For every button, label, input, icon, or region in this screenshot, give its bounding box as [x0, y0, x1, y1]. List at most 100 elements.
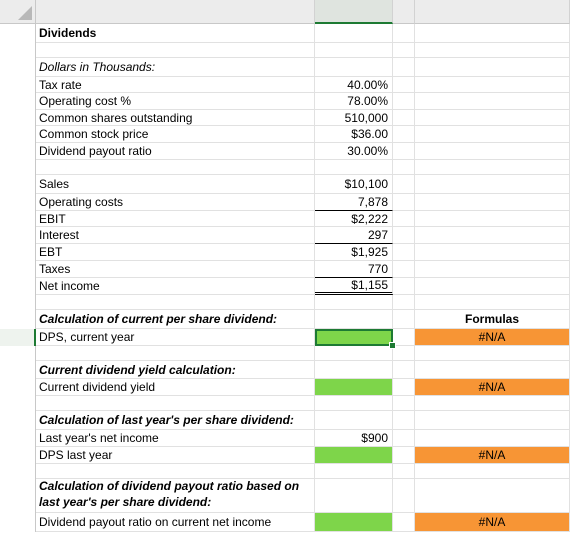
fill-handle[interactable]	[389, 342, 396, 349]
cell-a17[interactable]	[36, 295, 315, 310]
cell-c4[interactable]	[393, 77, 415, 93]
row-header-27[interactable]	[0, 464, 36, 479]
cell-b24[interactable]	[315, 411, 393, 430]
cell-a22[interactable]: Current dividend yield	[36, 379, 315, 396]
cell-c17[interactable]	[393, 295, 415, 310]
row-header-18[interactable]	[0, 310, 36, 329]
cell-b14[interactable]: $1,925	[315, 244, 393, 261]
cell-a25[interactable]: Last year's net income	[36, 430, 315, 447]
cell-d7[interactable]	[415, 126, 570, 143]
cell-a8[interactable]: Dividend payout ratio	[36, 143, 315, 160]
cell-b15[interactable]: 770	[315, 261, 393, 278]
cell-b8[interactable]: 30.00%	[315, 143, 393, 160]
row-header-15[interactable]	[0, 261, 36, 278]
cell-b10[interactable]: $10,100	[315, 175, 393, 194]
cell-b2[interactable]	[315, 43, 393, 58]
row-header-20[interactable]	[0, 346, 36, 361]
cell-c15[interactable]	[393, 261, 415, 278]
cell-a20[interactable]	[36, 346, 315, 361]
cell-c7[interactable]	[393, 126, 415, 143]
cell-b26[interactable]	[315, 447, 393, 464]
cell-d14[interactable]	[415, 244, 570, 261]
cell-a26[interactable]: DPS last year	[36, 447, 315, 464]
cell-d10[interactable]	[415, 175, 570, 194]
cell-d17[interactable]	[415, 295, 570, 310]
cell-d13[interactable]	[415, 227, 570, 244]
row-header-19[interactable]	[0, 329, 36, 346]
cell-d6[interactable]	[415, 110, 570, 126]
cell-c16[interactable]	[393, 278, 415, 295]
cell-a7[interactable]: Common stock price	[36, 126, 315, 143]
cell-a11[interactable]: Operating costs	[36, 194, 315, 211]
cell-a28[interactable]: Calculation of dividend payout ratio bas…	[36, 479, 315, 513]
cell-c28[interactable]	[393, 479, 415, 513]
cell-b17[interactable]	[315, 295, 393, 310]
cell-c10[interactable]	[393, 175, 415, 194]
cell-b13[interactable]: 297	[315, 227, 393, 244]
column-header-d[interactable]	[415, 0, 570, 24]
cell-a21[interactable]: Current dividend yield calculation:	[36, 361, 315, 379]
cell-d22[interactable]: #N/A	[415, 379, 570, 396]
cell-a18[interactable]: Calculation of current per share dividen…	[36, 310, 315, 329]
cell-c12[interactable]	[393, 211, 415, 227]
cell-b22[interactable]	[315, 379, 393, 396]
row-header-26[interactable]	[0, 447, 36, 464]
cell-d8[interactable]	[415, 143, 570, 160]
cell-b28[interactable]	[315, 479, 393, 513]
row-header-23[interactable]	[0, 396, 36, 411]
cell-a9[interactable]	[36, 160, 315, 175]
cell-a14[interactable]: EBT	[36, 244, 315, 261]
row-header-2[interactable]	[0, 43, 36, 58]
cell-c21[interactable]	[393, 361, 415, 379]
cell-d23[interactable]	[415, 396, 570, 411]
cell-d4[interactable]	[415, 77, 570, 93]
cell-b7[interactable]: $36.00	[315, 126, 393, 143]
row-header-21[interactable]	[0, 361, 36, 379]
cell-c14[interactable]	[393, 244, 415, 261]
cell-b4[interactable]: 40.00%	[315, 77, 393, 93]
cell-c18[interactable]	[393, 310, 415, 329]
cell-d26[interactable]: #N/A	[415, 447, 570, 464]
cell-c6[interactable]	[393, 110, 415, 126]
cell-d24[interactable]	[415, 411, 570, 430]
cell-a23[interactable]	[36, 396, 315, 411]
cell-b29[interactable]	[315, 513, 393, 532]
cell-b20[interactable]	[315, 346, 393, 361]
cell-b16[interactable]: $1,155	[315, 278, 393, 295]
cell-c19[interactable]	[393, 329, 415, 346]
cell-d29[interactable]: #N/A	[415, 513, 570, 532]
row-header-5[interactable]	[0, 93, 36, 110]
cell-a19[interactable]: DPS, current year	[36, 329, 315, 346]
cell-a4[interactable]: Tax rate	[36, 77, 315, 93]
cell-d28[interactable]	[415, 479, 570, 513]
cell-c3[interactable]	[393, 58, 415, 77]
row-header-17[interactable]	[0, 295, 36, 310]
cell-d2[interactable]	[415, 43, 570, 58]
cell-b3[interactable]	[315, 58, 393, 77]
cell-c29[interactable]	[393, 513, 415, 532]
cell-c26[interactable]	[393, 447, 415, 464]
row-header-28[interactable]	[0, 479, 36, 513]
cell-b27[interactable]	[315, 464, 393, 479]
cell-d5[interactable]	[415, 93, 570, 110]
cell-a3[interactable]: Dollars in Thousands:	[36, 58, 315, 77]
cell-d9[interactable]	[415, 160, 570, 175]
cell-a2[interactable]	[36, 43, 315, 58]
row-header-14[interactable]	[0, 244, 36, 261]
row-header-12[interactable]	[0, 211, 36, 227]
cell-c11[interactable]	[393, 194, 415, 211]
cell-d11[interactable]	[415, 194, 570, 211]
select-all-corner[interactable]	[0, 0, 36, 24]
cell-c24[interactable]	[393, 411, 415, 430]
cell-b12[interactable]: $2,222	[315, 211, 393, 227]
cell-b25[interactable]: $900	[315, 430, 393, 447]
cell-d15[interactable]	[415, 261, 570, 278]
row-header-8[interactable]	[0, 143, 36, 160]
row-header-11[interactable]	[0, 194, 36, 211]
cell-b6[interactable]: 510,000	[315, 110, 393, 126]
cell-c20[interactable]	[393, 346, 415, 361]
row-header-1[interactable]	[0, 24, 36, 43]
cell-d1[interactable]	[415, 24, 570, 43]
cell-c27[interactable]	[393, 464, 415, 479]
cell-a29[interactable]: Dividend payout ratio on current net inc…	[36, 513, 315, 532]
